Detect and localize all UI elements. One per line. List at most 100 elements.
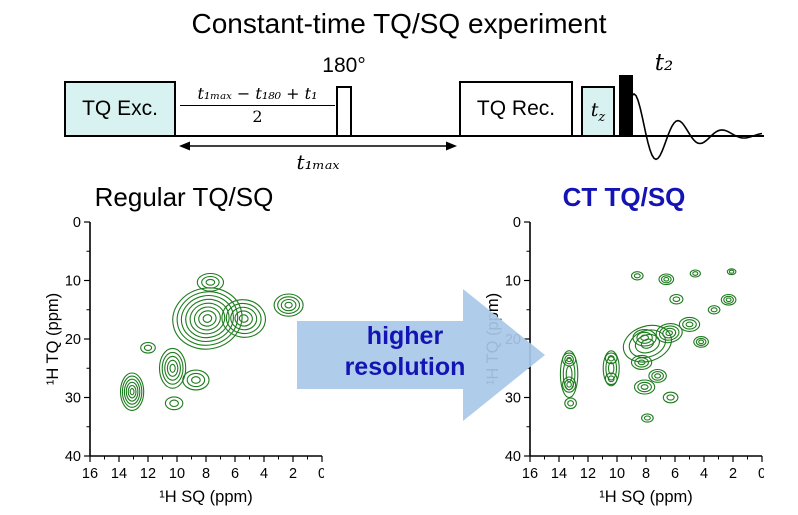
contour [562,352,577,367]
contour [672,296,681,303]
contour [637,381,652,393]
contour [723,295,734,304]
contour [119,372,145,411]
x-tick-label: 0 [758,466,764,482]
contour [564,354,574,365]
pulse-180-label: 180° [322,54,366,77]
contour [622,324,672,363]
contour [198,310,217,327]
contour [566,356,572,363]
pulse-180 [336,86,352,137]
contour [710,307,718,313]
contour [607,361,615,375]
y-tick-label: 10 [505,274,521,290]
contour [158,347,187,389]
contour [604,372,618,386]
higher-resolution-label: higher resolution [310,321,500,383]
t1max-arrow [179,141,457,151]
contour [605,356,618,381]
contour [636,331,653,344]
contour [640,334,650,342]
contour [564,397,577,410]
contour [189,302,226,335]
contour [630,271,644,281]
contour [640,384,649,390]
contour [140,341,156,354]
t1max-arrowhead-left [179,141,190,151]
contour [637,359,646,366]
contour [651,371,664,381]
contour [164,355,181,381]
contour [660,275,672,284]
delay-denominator: 2 [252,107,263,126]
x-tick-label: 0 [318,466,324,482]
contour [123,378,141,405]
figure-title: Constant-time TQ/SQ experiment [191,8,607,39]
contour [202,314,213,323]
contour [161,351,184,385]
tq-excitation-block: TQ Exc. [64,81,176,137]
contour [566,381,572,388]
contour [663,276,670,282]
contour [662,327,677,339]
y-tick-label: 40 [65,449,81,465]
contour [196,272,225,292]
y-axis-label: ¹H TQ (ppm) [44,293,62,385]
fid-signal [628,92,763,161]
x-tick-label: 10 [169,466,185,482]
contour [607,355,615,362]
tz-delay-block: tz [581,86,615,137]
y-tick-label: 40 [505,449,521,465]
contour [172,287,243,350]
x-axis-label: ¹H SQ (ppm) [159,488,253,506]
contour [129,388,135,396]
contour [169,363,176,373]
contour [169,399,179,408]
contour [641,413,654,423]
contour [695,337,707,346]
contour [125,381,139,402]
arrow-polygon [297,289,545,421]
x-tick-label: 14 [111,466,127,482]
contour [658,273,675,286]
x-axis-label: ¹H SQ (ppm) [599,488,693,506]
contour [633,273,641,279]
contour [662,391,679,404]
contour [634,357,649,368]
contour [277,296,301,314]
contour [678,316,701,332]
tq-reconversion-block: TQ Rec. [459,81,573,137]
contour [628,329,667,359]
t2-label: t₂ [654,50,674,76]
y-tick-label: 30 [505,391,521,407]
contour [728,269,735,274]
contour [632,329,657,347]
higher-text: higher [366,322,444,350]
contour [221,299,266,338]
contour [230,306,258,331]
x-tick-label: 4 [260,466,268,482]
y-tick-label: 30 [65,391,81,407]
contour [655,323,683,344]
contour [682,319,697,330]
contour [604,352,618,365]
x-tick-label: 12 [140,466,156,482]
y-tick-label: 20 [65,332,81,348]
delay-numerator: t₁ₘₐₓ − t₁₈₀ + t₁ [180,84,335,106]
contour [725,297,732,303]
contour [234,310,253,327]
contour [186,372,206,388]
contour [666,394,675,401]
contour [685,321,694,328]
x-tick-label: 12 [580,466,596,482]
contour [707,305,721,315]
tq-excitation-label: TQ Exc. [82,97,158,120]
gradient-pulse [619,75,633,137]
contour [185,298,230,339]
contour [692,271,699,276]
contour [564,378,574,391]
contour [191,376,201,384]
